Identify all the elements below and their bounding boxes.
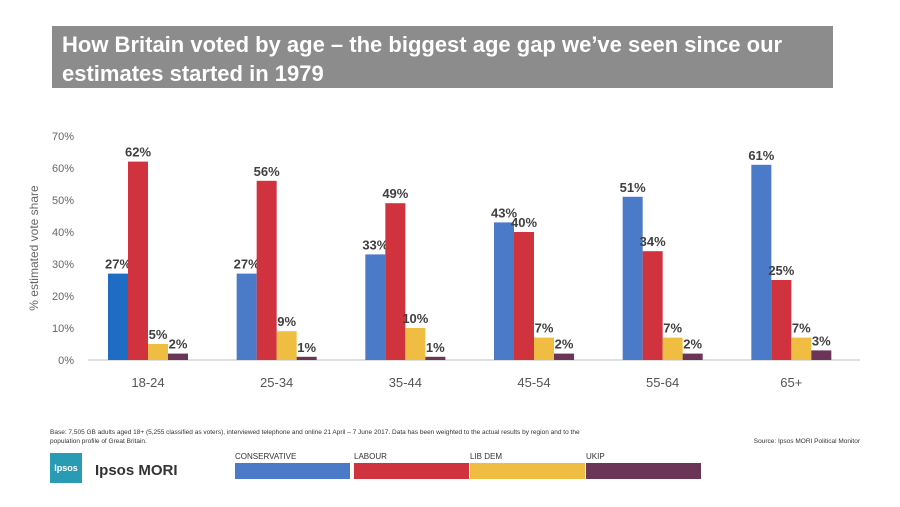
y-axis-title: % estimated vote share (27, 185, 41, 311)
data-label: 10% (402, 311, 428, 326)
bar (751, 164, 772, 360)
y-tick-label: 0% (58, 355, 74, 367)
bar (385, 203, 406, 360)
data-label: 61% (748, 148, 774, 163)
x-tick-label: 45-54 (517, 375, 550, 390)
data-label: 7% (535, 321, 554, 336)
data-label: 43% (491, 205, 517, 220)
data-label: 49% (382, 186, 408, 201)
x-tick-label: 65+ (780, 375, 802, 390)
data-label: 56% (254, 164, 280, 179)
bar (791, 337, 812, 360)
x-tick-label: 25-34 (260, 375, 293, 390)
y-tick-label: 30% (52, 259, 74, 271)
legend-swatch (354, 463, 469, 479)
data-label: 25% (768, 263, 794, 278)
y-tick-label: 60% (52, 163, 74, 175)
legend-item-labour: LABOUR (354, 451, 469, 479)
bar (296, 356, 317, 360)
legend-swatch (586, 463, 701, 479)
legend-label: LABOUR (354, 452, 387, 461)
bar (425, 356, 446, 360)
data-label: 2% (169, 337, 188, 352)
data-label: 2% (555, 337, 574, 352)
y-tick-label: 50% (52, 195, 74, 207)
y-tick-label: 40% (52, 227, 74, 239)
data-label: 27% (105, 257, 131, 272)
bar (622, 196, 643, 360)
bar (365, 254, 386, 360)
bar (494, 222, 514, 360)
y-tick-label: 10% (52, 323, 74, 335)
bar (554, 353, 574, 360)
legend-swatch (235, 463, 350, 479)
legend-swatch (470, 463, 585, 479)
data-label: 1% (426, 340, 445, 355)
legend-item-conservative: CONSERVATIVE (235, 451, 350, 479)
legend-label: LIB DEM (470, 452, 503, 461)
data-label: 34% (640, 234, 666, 249)
data-label: 3% (812, 333, 831, 348)
x-tick-label: 35-44 (389, 375, 422, 390)
footnote: Base: 7,505 GB adults aged 18+ (5,255 cl… (50, 429, 580, 445)
legend-item-lib-dem: LIB DEM (470, 451, 585, 479)
bar (405, 328, 426, 360)
bar (168, 353, 188, 360)
bar (276, 331, 297, 360)
legend-item-ukip: UKIP (586, 451, 701, 479)
data-label: 7% (663, 321, 682, 336)
bar (771, 280, 792, 360)
bar (662, 337, 683, 360)
legend-label: UKIP (586, 452, 605, 461)
data-label: 51% (620, 180, 646, 195)
bar (514, 232, 534, 360)
data-label: 40% (511, 215, 537, 230)
bar (148, 344, 168, 360)
bar (128, 161, 148, 360)
data-label: 9% (277, 314, 296, 329)
bar (811, 350, 832, 360)
data-label: 7% (792, 321, 811, 336)
bar (534, 337, 554, 360)
bar (108, 273, 128, 360)
x-tick-label: 55-64 (646, 375, 679, 390)
ipsos-logo: Ipsos (50, 453, 82, 483)
data-label: 1% (297, 340, 316, 355)
bar (642, 251, 663, 360)
bar (236, 273, 257, 360)
bar (256, 180, 277, 360)
data-label: 33% (362, 237, 388, 252)
brand-name: Ipsos MORI (95, 462, 178, 479)
y-tick-label: 70% (52, 131, 74, 143)
data-label: 27% (234, 257, 260, 272)
chart-title: How Britain voted by age – the biggest a… (52, 26, 833, 88)
data-label: 62% (125, 145, 151, 160)
x-tick-label: 18-24 (131, 375, 164, 390)
source-note: Source: Ipsos MORI Political Monitor (753, 438, 860, 445)
bar-chart: 0% 10% 20% 30% 40% 50% 60% 70% % estimated vote … (27, 131, 860, 390)
data-label: 2% (683, 337, 702, 352)
y-tick-label: 20% (52, 291, 74, 303)
legend-label: CONSERVATIVE (235, 452, 297, 461)
bar (682, 353, 703, 360)
data-label: 5% (149, 327, 168, 342)
